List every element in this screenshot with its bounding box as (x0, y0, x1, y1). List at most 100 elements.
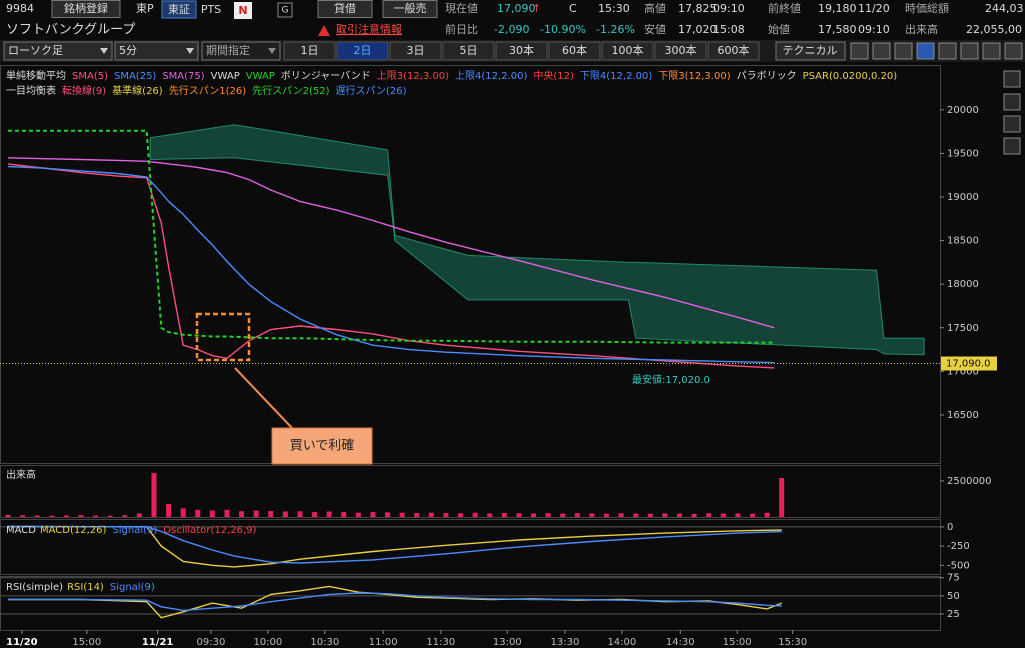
volume-bar (5, 514, 11, 517)
legend-item: ボリンジャーバンド (281, 70, 371, 82)
volume-bar (370, 511, 376, 517)
range-button[interactable] (548, 41, 601, 61)
volume-bar (151, 472, 157, 517)
value: 09:10 (858, 23, 890, 36)
legend-item: SMA(75) (162, 71, 204, 82)
market: 東P (136, 2, 154, 15)
volume-bar (458, 513, 464, 517)
volume-bar (326, 511, 332, 517)
value: 17,090 (497, 2, 536, 15)
tool-icons[interactable] (850, 42, 1023, 60)
x-tick-label: 14:30 (666, 637, 695, 648)
interval: 5分 (119, 44, 137, 57)
volume-bar (618, 513, 624, 517)
legend-item: 下限4(12,2.00) (580, 70, 652, 82)
legend-item: VWAP (211, 71, 240, 82)
series-line (7, 525, 782, 568)
volume-bar (779, 478, 785, 517)
y-tick-label: -250 (947, 541, 970, 552)
range-label: 60本 (562, 43, 587, 57)
range-label: 600本 (718, 43, 750, 57)
chart-type: ローソク足 (8, 44, 63, 57)
code: 9984 (6, 2, 34, 15)
legend-item: 転換線(9) (62, 84, 106, 97)
volume-bar (735, 513, 741, 517)
n-icon[interactable] (234, 2, 252, 19)
x-tick-label: 11/20 (6, 637, 38, 648)
y-tick-label: 19000 (947, 192, 979, 203)
range-button[interactable] (336, 41, 389, 61)
range-button[interactable] (707, 41, 760, 61)
exchange-button[interactable] (161, 0, 197, 19)
legend-item: Signal(9) (112, 525, 157, 536)
volume-bar (166, 504, 172, 517)
volume-bar (662, 513, 668, 517)
x-tick-label: 09:30 (197, 637, 226, 648)
y-tick-label: 17000 (947, 366, 979, 377)
macd-pane (0, 519, 941, 575)
volume-bar (224, 509, 230, 517)
volume-bar (136, 513, 142, 517)
range-button[interactable] (389, 41, 442, 61)
y-tick-label: 16500 (947, 410, 979, 421)
x-tick-label: 11:30 (426, 637, 455, 648)
x-tick-label: 11:00 (369, 637, 398, 648)
label: 始値 (768, 22, 790, 36)
chart-type-select[interactable] (3, 41, 113, 61)
side-icons[interactable] (1003, 70, 1021, 155)
technical-button[interactable] (775, 41, 846, 61)
legend-item: 一目均衡表 (6, 84, 56, 97)
legend-item: 上限3(12,3.00) (377, 70, 449, 82)
range-button[interactable] (495, 41, 548, 61)
legend-item: 先行スパン2(52) (252, 84, 329, 97)
volume-bar (501, 512, 507, 517)
last-price-tag (941, 356, 997, 371)
pane-title: RSI(simple) (6, 582, 63, 593)
y-tick-label: 19500 (947, 148, 979, 159)
volume-bar (545, 513, 551, 517)
y-tick-label: -500 (947, 560, 970, 571)
interval-select[interactable] (114, 41, 199, 61)
volume-bar (750, 513, 756, 517)
volume-bar (312, 511, 318, 517)
label: 安値 (644, 22, 666, 36)
volume-bar (472, 512, 478, 517)
range-button[interactable] (601, 41, 654, 61)
legend-item: VWAP (246, 71, 275, 82)
value: 17,020 (678, 23, 717, 36)
range-button[interactable] (654, 41, 707, 61)
value: 11/20 (858, 2, 890, 15)
register-label: 銘柄登録 (64, 1, 108, 15)
y-tick-label: 18500 (947, 236, 979, 247)
legend-item: SMA(25) (114, 71, 156, 82)
highlight-box (195, 312, 251, 362)
margin-button[interactable] (317, 0, 373, 18)
notice[interactable]: 取引注意情報 (336, 22, 402, 36)
low-annotation: 最安値:17,020.0 (632, 373, 710, 386)
volume-bar (180, 508, 186, 517)
series-line (7, 525, 782, 564)
exchange: 東証 (168, 3, 190, 16)
range-button[interactable] (283, 41, 336, 61)
volume-bar (385, 512, 391, 517)
volume-bar (414, 512, 420, 517)
value: 22,055,00 (966, 23, 1022, 36)
volume-bar (677, 513, 683, 517)
value: 19,180 (818, 2, 857, 15)
short-button[interactable] (382, 0, 438, 18)
volume-bar (253, 510, 259, 517)
label: 出来高 (905, 22, 938, 36)
series-line (8, 592, 782, 612)
period-select[interactable] (201, 41, 281, 61)
volume-bar (764, 512, 770, 517)
pts[interactable]: PTS (201, 3, 221, 16)
range-button[interactable] (442, 41, 495, 61)
legend-item: 下限3(12,3.00) (658, 70, 730, 82)
value: 17,825 (678, 2, 717, 15)
value: 17,580 (818, 23, 857, 36)
volume-bar (341, 511, 347, 517)
callout-pointer (234, 367, 293, 429)
g-icon[interactable] (277, 2, 293, 18)
short: 一般売 (394, 2, 427, 15)
register-button[interactable] (51, 0, 121, 18)
